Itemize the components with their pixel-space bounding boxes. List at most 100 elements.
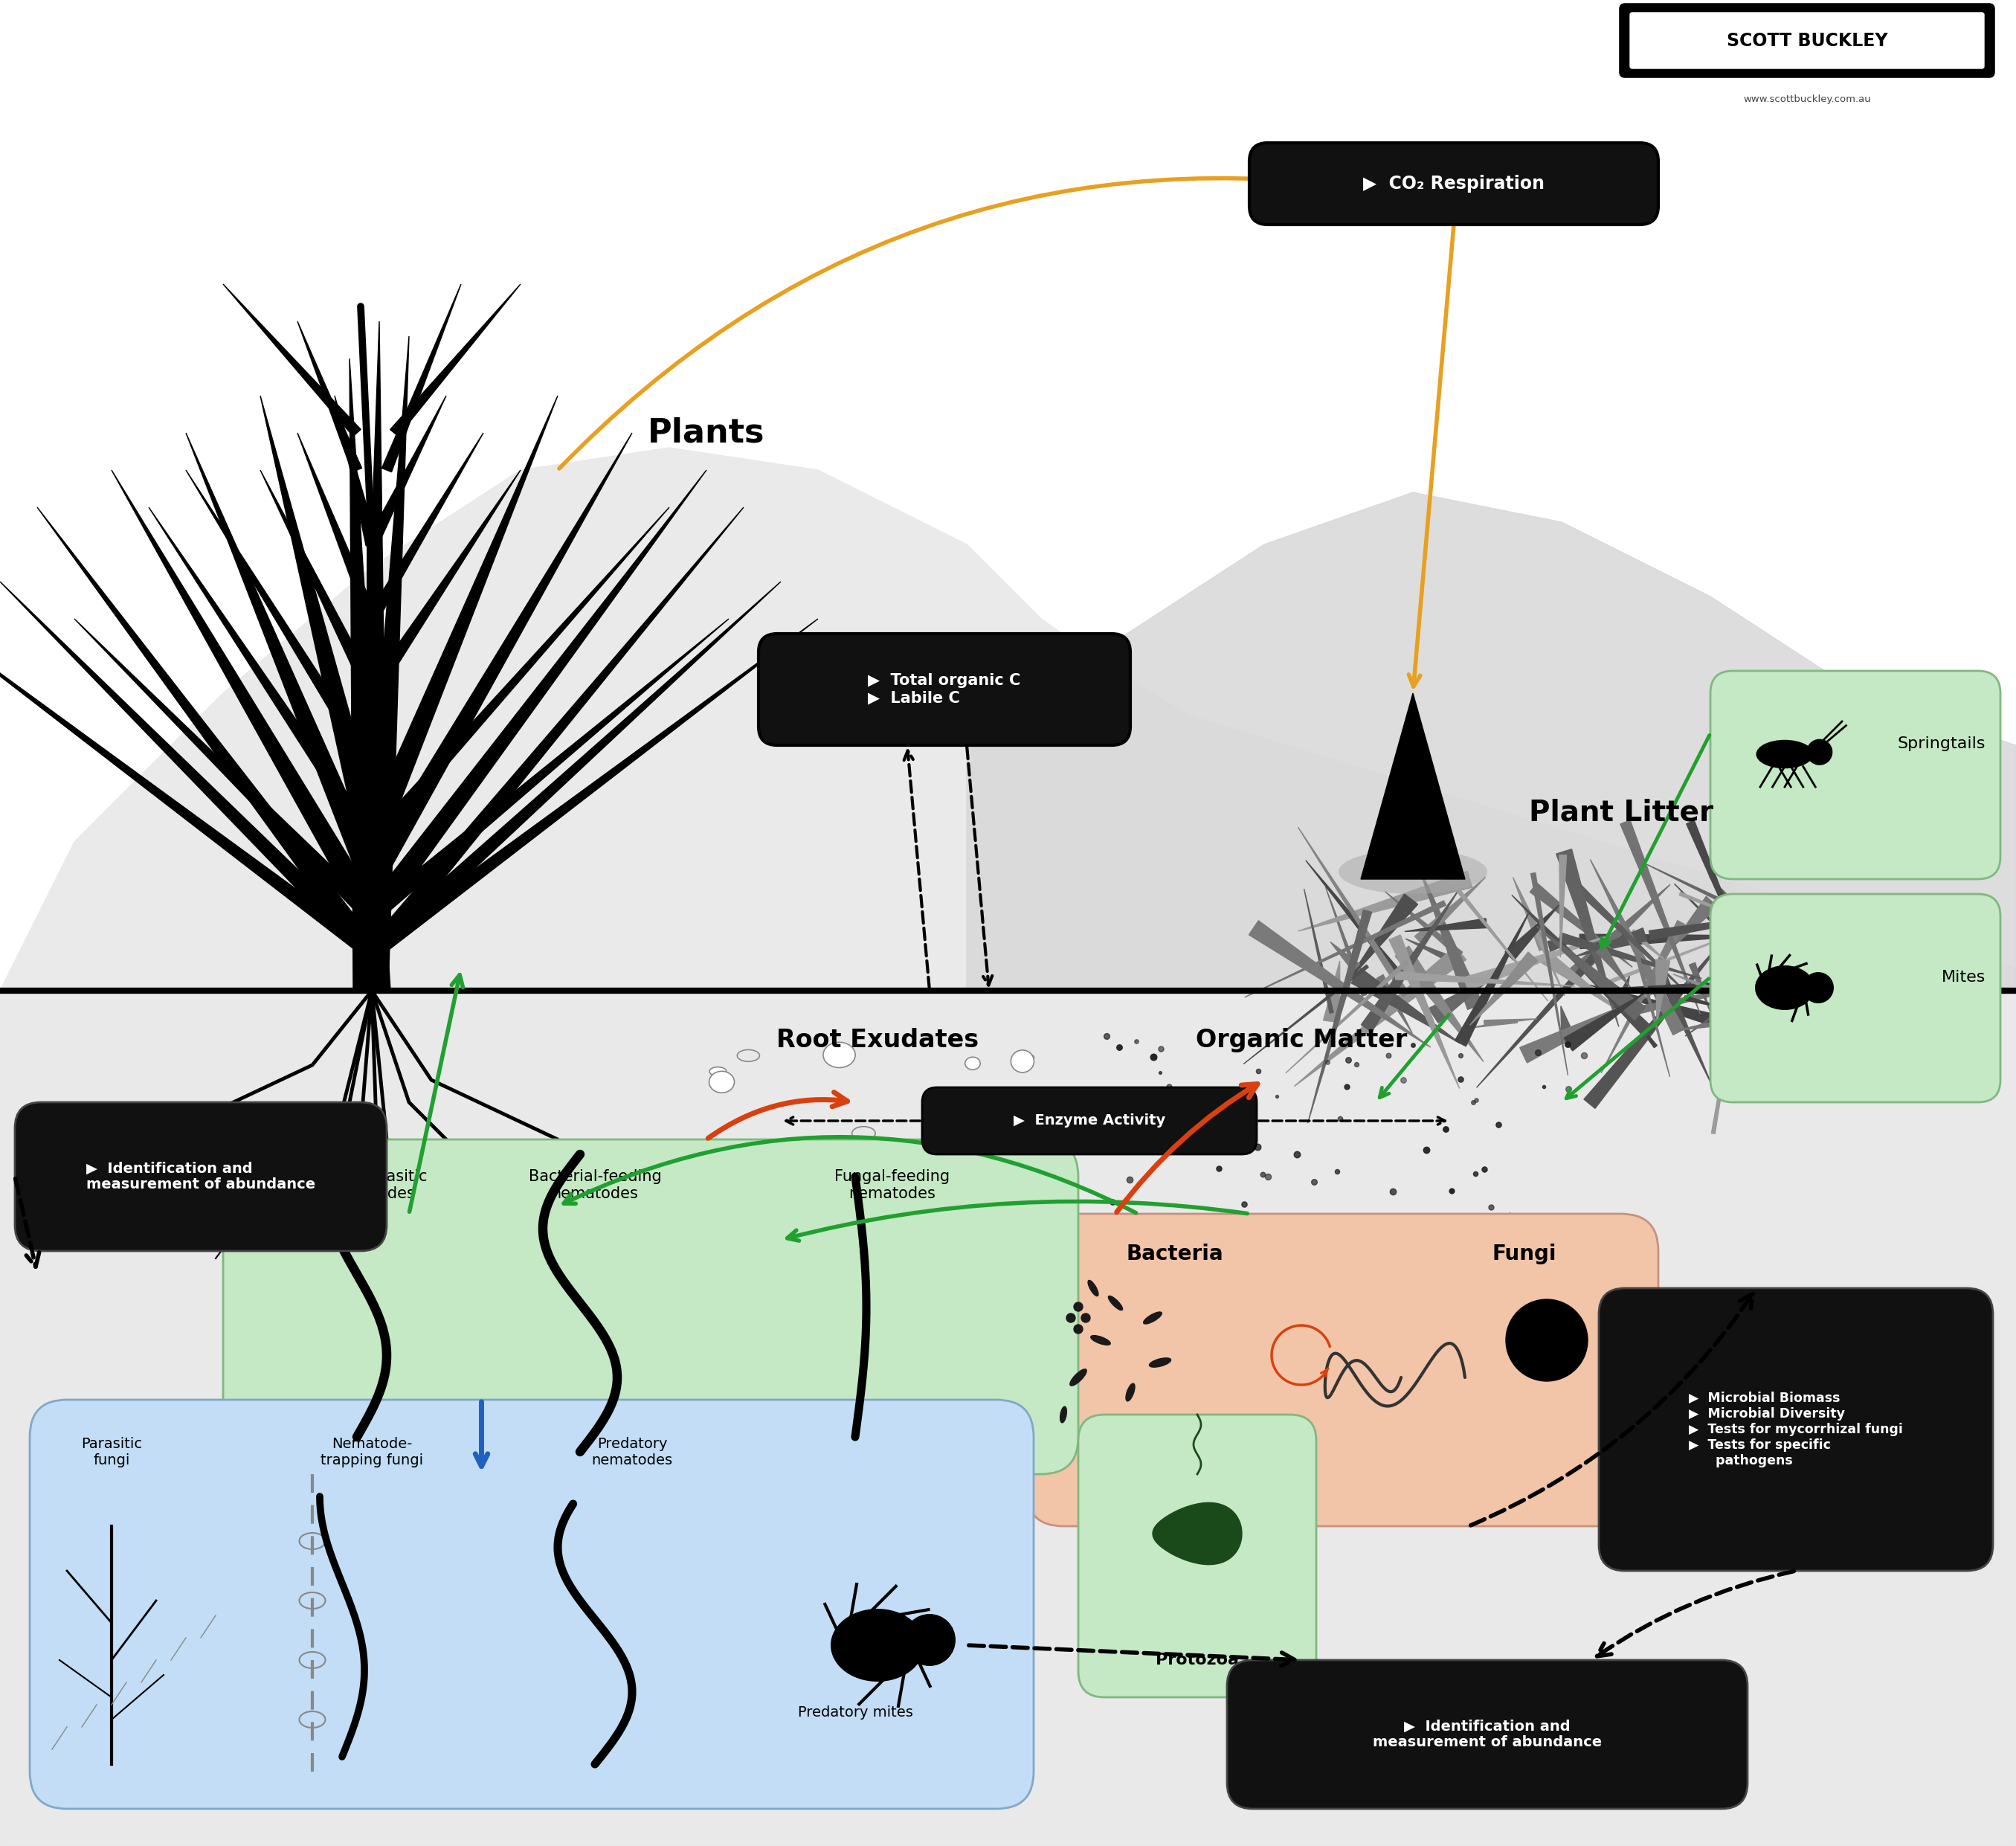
Point xyxy=(1581,1279,1613,1309)
Point xyxy=(1250,1322,1282,1351)
Polygon shape xyxy=(1405,940,1460,965)
Polygon shape xyxy=(1655,967,1712,1085)
Polygon shape xyxy=(1506,905,1558,960)
Polygon shape xyxy=(1689,962,1710,1012)
Ellipse shape xyxy=(950,1300,982,1316)
Point xyxy=(1246,1159,1278,1189)
Point xyxy=(1381,1294,1413,1324)
Ellipse shape xyxy=(966,1058,980,1069)
Polygon shape xyxy=(1540,951,1623,1013)
Point xyxy=(1325,1104,1357,1133)
Point xyxy=(1260,1082,1292,1111)
Point xyxy=(1552,1074,1585,1104)
Polygon shape xyxy=(1629,978,1784,1015)
Text: Nematode-
trapping fungi: Nematode- trapping fungi xyxy=(321,1436,423,1468)
Point xyxy=(1149,1244,1181,1274)
Polygon shape xyxy=(224,284,361,436)
Ellipse shape xyxy=(1081,1314,1091,1322)
Point xyxy=(1254,1346,1286,1375)
Ellipse shape xyxy=(790,1268,821,1294)
Polygon shape xyxy=(1361,694,1466,879)
Point xyxy=(1546,1325,1579,1355)
Polygon shape xyxy=(1308,910,1371,1122)
Text: Parasitic
fungi: Parasitic fungi xyxy=(81,1436,141,1468)
Ellipse shape xyxy=(1010,1050,1034,1073)
Polygon shape xyxy=(1548,938,1581,951)
Polygon shape xyxy=(365,508,744,960)
Ellipse shape xyxy=(871,1301,891,1320)
Polygon shape xyxy=(1298,871,1472,930)
Point xyxy=(1409,1135,1441,1165)
Point xyxy=(1415,1379,1447,1408)
Ellipse shape xyxy=(710,1071,734,1093)
Polygon shape xyxy=(367,618,818,960)
Polygon shape xyxy=(1415,877,1486,943)
Polygon shape xyxy=(1327,888,1367,997)
Point xyxy=(1510,1277,1542,1307)
Polygon shape xyxy=(1377,975,1413,1034)
Polygon shape xyxy=(349,358,391,991)
Polygon shape xyxy=(1512,895,1653,1037)
Ellipse shape xyxy=(1022,1289,1040,1298)
FancyBboxPatch shape xyxy=(14,1102,387,1252)
Text: ▶  Identification and
measurement of abundance: ▶ Identification and measurement of abun… xyxy=(1373,1719,1603,1750)
Ellipse shape xyxy=(1030,1292,1054,1307)
Point xyxy=(1242,1132,1274,1161)
Ellipse shape xyxy=(708,1390,722,1405)
Polygon shape xyxy=(260,471,377,696)
Point xyxy=(1310,1049,1343,1078)
Point xyxy=(1445,1041,1478,1071)
Point xyxy=(1079,1386,1111,1416)
Point xyxy=(1482,1109,1514,1139)
Point xyxy=(1413,1320,1445,1349)
Point xyxy=(1095,1274,1127,1303)
Polygon shape xyxy=(1322,962,1341,1023)
Ellipse shape xyxy=(849,1259,873,1277)
Polygon shape xyxy=(361,395,558,847)
Ellipse shape xyxy=(1143,1313,1161,1324)
Polygon shape xyxy=(1581,934,1750,949)
Polygon shape xyxy=(1361,888,1460,1032)
Polygon shape xyxy=(1468,1019,1518,1028)
Ellipse shape xyxy=(726,1211,752,1228)
Polygon shape xyxy=(1244,965,1369,1063)
Point xyxy=(1476,1193,1508,1222)
Point xyxy=(1097,1187,1129,1217)
Point xyxy=(1333,1045,1365,1074)
Ellipse shape xyxy=(1125,1383,1135,1401)
Polygon shape xyxy=(367,395,446,546)
Point xyxy=(1145,1034,1177,1063)
Point xyxy=(1163,1108,1195,1137)
Point xyxy=(1208,1412,1240,1442)
Point xyxy=(1331,1071,1363,1100)
Polygon shape xyxy=(1558,855,1566,958)
Ellipse shape xyxy=(818,1157,831,1167)
Polygon shape xyxy=(149,508,379,845)
Point xyxy=(1397,1030,1429,1060)
Circle shape xyxy=(1506,1300,1589,1381)
Polygon shape xyxy=(1520,993,1653,1063)
FancyBboxPatch shape xyxy=(921,1087,1256,1154)
FancyBboxPatch shape xyxy=(1599,1289,1994,1571)
FancyBboxPatch shape xyxy=(1710,893,2000,1102)
Text: Fungi: Fungi xyxy=(1492,1244,1556,1265)
Point xyxy=(1091,1076,1123,1106)
Point xyxy=(1510,1375,1542,1405)
Ellipse shape xyxy=(766,1235,784,1252)
Polygon shape xyxy=(1597,945,1631,988)
Point xyxy=(1464,1401,1496,1431)
Ellipse shape xyxy=(776,1298,794,1314)
Point xyxy=(1460,1085,1492,1115)
Ellipse shape xyxy=(808,1368,827,1379)
Ellipse shape xyxy=(726,1209,742,1220)
Ellipse shape xyxy=(982,1318,1012,1338)
Point xyxy=(1091,1226,1123,1255)
Polygon shape xyxy=(1244,901,1445,997)
Polygon shape xyxy=(1585,932,1730,1108)
Polygon shape xyxy=(1417,864,1482,1010)
Point xyxy=(1280,1139,1312,1169)
Text: Plant Litter: Plant Litter xyxy=(1528,799,1714,827)
Polygon shape xyxy=(260,395,385,845)
Ellipse shape xyxy=(1756,740,1812,768)
Ellipse shape xyxy=(708,1366,738,1394)
